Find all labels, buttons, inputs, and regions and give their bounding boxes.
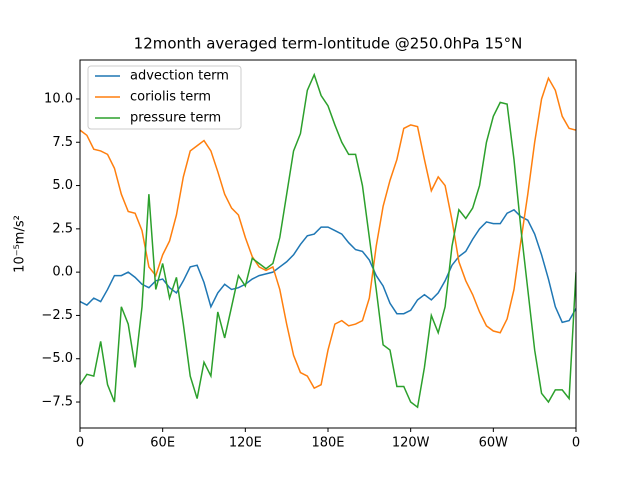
x-tick-label: 0 xyxy=(76,436,84,451)
y-tick-label: 2.5 xyxy=(52,221,73,236)
series-line xyxy=(80,72,576,409)
y-tick-label: −7.5 xyxy=(41,395,73,410)
y-tick-label: 10.0 xyxy=(44,91,73,106)
plot-frame xyxy=(79,59,577,429)
y-tick-label: 5.0 xyxy=(52,178,73,193)
y-tick-label: 7.5 xyxy=(52,135,73,150)
x-tick-label: 120E xyxy=(229,436,262,451)
x-tick-label: 120W xyxy=(392,436,430,451)
y-axis-label: 10⁻⁵m/s² xyxy=(13,215,28,273)
legend-label: coriolis term xyxy=(130,90,211,105)
x-tick-label: 60W xyxy=(479,436,509,451)
chart-title: 12month averaged term-lontitude @250.0hP… xyxy=(134,35,523,53)
x-tick-label: 180E xyxy=(311,436,344,451)
series-line xyxy=(80,208,576,324)
y-tick-label: 0.0 xyxy=(52,265,73,280)
legend-label: advection term xyxy=(130,69,229,84)
legend-label: pressure term xyxy=(130,111,221,126)
x-tick-label: 60E xyxy=(150,436,175,451)
y-tick-label: −5.0 xyxy=(41,351,73,366)
series-line xyxy=(80,76,576,390)
x-tick-label: 0 xyxy=(572,436,580,451)
y-tick-label: −2.5 xyxy=(41,308,73,323)
legend-box xyxy=(87,65,242,130)
